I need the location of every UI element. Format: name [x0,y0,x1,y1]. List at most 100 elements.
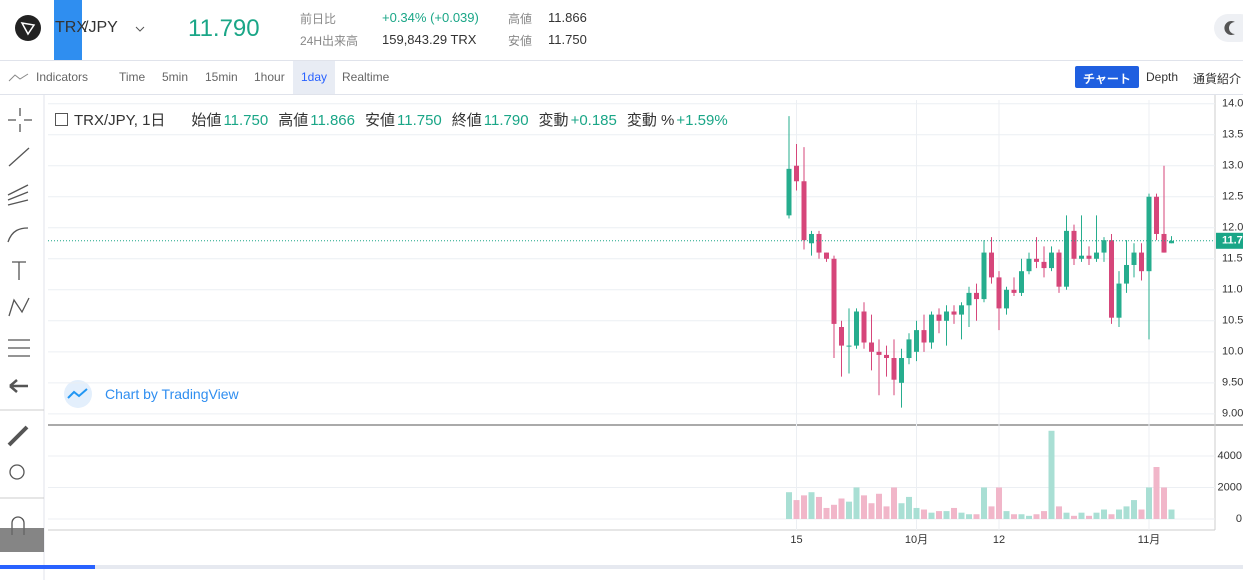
legend-value: 11.750 [223,112,269,129]
legend-value: +1.59% [676,112,728,129]
candle-body [1101,240,1107,253]
candle-body [1056,252,1062,287]
pair-base[interactable]: TRX [55,19,87,36]
volume-bar [1161,487,1167,519]
volume-bar [1018,514,1025,519]
x-tick-label: 15 [790,534,802,546]
candle-body [1154,196,1159,234]
drawing-tools [7,108,32,535]
toolbar: Indicators Time 5min 15min 1hour 1day Realtim… [0,61,1243,95]
candle-body [1169,240,1174,244]
candle-body [974,292,979,300]
back-tool[interactable] [9,379,28,393]
zoom-tool[interactable] [9,464,25,480]
volume-bar [883,506,890,519]
watermark-logo [64,380,92,408]
volume-bar [1003,511,1010,519]
volume-bar [988,506,995,519]
interval-button[interactable]: 1day [293,61,336,94]
volume-bar [801,495,807,519]
legend-label: 終値 [451,112,482,129]
last-price: 11.790 [188,15,260,42]
volume-bar [1146,487,1152,519]
measure-tool[interactable] [7,425,29,447]
candle-body [1109,240,1114,318]
candle-body [1094,252,1099,259]
candle-body [1041,261,1047,269]
view-tab[interactable]: Depth [1146,70,1179,84]
y-tick-label: 13.50 [1222,129,1243,141]
y-tick-label: 12.50 [1222,191,1243,203]
volume-bar [1011,514,1017,519]
view-tab[interactable]: 通貨紹介 [1193,72,1242,86]
y-tick-label: 9.00 [1222,408,1243,420]
crosshair-tool[interactable] [8,108,32,132]
candle-body [891,358,897,380]
candle-body [1011,289,1017,293]
volume-bar [1116,509,1122,519]
candle-body [786,168,792,216]
interval-button[interactable]: Time [119,70,146,84]
candle-body [869,342,874,352]
pattern-tool[interactable] [8,297,30,317]
volume-bar [1041,511,1047,519]
volume-bar [973,514,980,519]
indicators-button[interactable]: Indicators [36,70,89,84]
stat-value: +0.34% (+0.039) [382,10,479,25]
volume-bar [913,507,920,519]
legend-toggle[interactable] [55,113,68,126]
brush-tool[interactable] [7,227,29,243]
interval-button[interactable]: 15min [205,70,238,84]
volume-bar [1131,500,1137,519]
stat-label: 高値 [508,12,533,26]
legend-label: 安値 [364,112,395,129]
candle-body [921,330,927,343]
pair-dropdown[interactable] [134,24,146,34]
volume-bar [786,492,792,519]
volume-bar [1093,512,1100,519]
trendline-tool[interactable] [8,147,30,167]
prediction-tool[interactable] [8,339,30,357]
last-price-label: 11.790 [1222,235,1243,247]
candle-body [1071,230,1077,259]
interval-button[interactable]: 1hour [254,70,285,84]
fib-tool[interactable] [7,184,29,206]
volume-bar [816,496,822,519]
candle-body [996,277,1002,309]
volume-bar [1168,509,1175,519]
candle-body [816,233,822,253]
volume-bar [958,512,965,519]
scroll-thumb[interactable] [0,565,95,569]
volume-bar [936,511,942,519]
volume-bar [838,498,845,519]
theme-toggle[interactable] [1214,14,1243,42]
magnet-tool[interactable] [11,516,25,535]
candle-body [809,233,814,244]
active-tab-bg [1075,66,1139,88]
candle-body [1086,255,1092,259]
candle-body [1161,233,1167,253]
legend-label: 高値 [278,112,309,129]
view-tab[interactable]: チャート [1083,72,1131,86]
y-tick-label: 11.50 [1222,253,1243,265]
y2-tick-label: 2000 [1218,481,1242,493]
pair-quote[interactable]: /JPY [84,19,118,36]
header: TRX /JPY 11.790 前日比 +0.34% (+0.039) 24H出… [0,0,1243,61]
volume-bar [846,501,852,519]
candle-body [839,327,844,346]
volume-bar [898,503,905,519]
candle-body [906,339,912,359]
interval-button[interactable]: Realtime [342,70,390,84]
volume-bar [1063,512,1070,519]
volume-bar [1108,514,1115,519]
volume-bar [943,511,950,519]
text-tool[interactable] [12,261,26,280]
legend-label: 始値 [191,112,222,129]
candle-body [854,311,859,346]
candle-body [1139,252,1144,272]
interval-button[interactable]: 5min [162,70,189,84]
volume-bar [966,514,972,519]
last-price-tag [1216,232,1243,249]
